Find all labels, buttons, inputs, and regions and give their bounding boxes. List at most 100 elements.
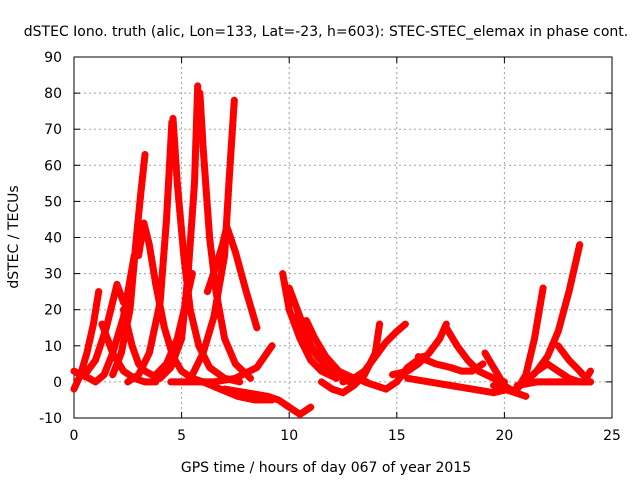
data-point bbox=[190, 322, 198, 330]
data-point bbox=[159, 316, 167, 324]
data-point bbox=[204, 333, 212, 341]
data-point bbox=[451, 382, 459, 390]
data-point bbox=[429, 379, 437, 387]
data-point bbox=[284, 302, 292, 310]
data-point bbox=[203, 337, 211, 345]
data-point bbox=[357, 369, 365, 377]
data-point bbox=[88, 328, 96, 336]
data-point bbox=[346, 384, 354, 392]
data-point bbox=[567, 280, 575, 288]
data-point bbox=[238, 388, 246, 396]
data-point bbox=[576, 367, 584, 375]
data-point bbox=[163, 332, 171, 340]
data-point bbox=[109, 296, 117, 304]
data-point bbox=[163, 367, 171, 375]
data-point bbox=[246, 374, 254, 382]
data-point bbox=[92, 356, 100, 364]
series-pass-11 bbox=[156, 82, 202, 382]
data-point bbox=[218, 318, 226, 326]
data-point bbox=[229, 240, 237, 248]
data-point bbox=[339, 378, 347, 386]
data-point bbox=[307, 342, 315, 350]
data-point bbox=[386, 383, 394, 391]
data-point bbox=[192, 363, 200, 371]
data-point bbox=[98, 320, 106, 328]
data-point bbox=[150, 328, 158, 336]
data-point bbox=[572, 256, 580, 264]
data-point bbox=[556, 319, 564, 327]
data-point bbox=[543, 360, 551, 368]
data-point bbox=[298, 338, 306, 346]
x-axis-ticks: 0 5 10 15 20 25 bbox=[70, 57, 621, 444]
data-point bbox=[130, 346, 138, 354]
y-tick-label: 10 bbox=[44, 339, 62, 355]
data-point bbox=[255, 360, 263, 368]
data-point bbox=[374, 349, 382, 357]
data-point bbox=[335, 367, 343, 375]
data-point bbox=[576, 241, 584, 249]
data-point bbox=[146, 245, 154, 253]
data-point bbox=[123, 322, 131, 330]
data-point bbox=[414, 353, 422, 361]
series-pass-04 bbox=[98, 320, 160, 386]
data-point bbox=[151, 324, 159, 332]
data-point bbox=[404, 367, 412, 375]
data-point bbox=[389, 380, 397, 388]
data-point bbox=[430, 342, 438, 350]
data-point bbox=[212, 383, 220, 391]
data-point bbox=[218, 241, 226, 249]
data-point bbox=[96, 344, 104, 352]
data-point bbox=[523, 380, 531, 388]
data-point bbox=[235, 372, 243, 380]
data-point bbox=[393, 327, 401, 335]
data-point bbox=[297, 324, 305, 332]
data-point bbox=[234, 256, 242, 264]
data-point bbox=[264, 392, 272, 400]
data-point bbox=[317, 345, 325, 353]
data-point bbox=[224, 227, 232, 235]
data-point bbox=[320, 349, 328, 357]
data-point bbox=[464, 356, 472, 364]
data-point bbox=[106, 341, 114, 349]
data-point bbox=[135, 252, 143, 260]
data-point bbox=[279, 274, 287, 282]
data-point bbox=[109, 349, 117, 357]
data-point bbox=[231, 374, 239, 382]
data-point bbox=[81, 371, 89, 379]
data-point bbox=[570, 264, 578, 272]
data-point bbox=[178, 367, 186, 375]
data-point bbox=[483, 353, 491, 361]
data-point bbox=[167, 363, 175, 371]
data-point bbox=[561, 372, 569, 380]
data-point bbox=[500, 385, 508, 393]
data-point bbox=[241, 284, 249, 292]
data-point bbox=[513, 382, 521, 390]
data-point bbox=[490, 382, 498, 390]
data-point bbox=[285, 403, 293, 411]
data-point bbox=[215, 254, 223, 262]
data-point bbox=[70, 367, 78, 375]
data-point bbox=[557, 345, 565, 353]
data-point bbox=[79, 362, 87, 370]
data-point bbox=[425, 349, 433, 357]
data-point bbox=[173, 347, 181, 355]
data-point bbox=[70, 385, 78, 393]
data-point bbox=[586, 367, 594, 375]
data-point bbox=[147, 341, 155, 349]
data-point bbox=[388, 371, 396, 379]
data-point bbox=[551, 336, 559, 344]
data-point bbox=[353, 372, 361, 380]
data-point bbox=[200, 345, 208, 353]
data-point bbox=[145, 349, 153, 357]
data-point bbox=[152, 371, 160, 379]
series-pass-14 bbox=[203, 223, 261, 332]
data-point bbox=[218, 322, 226, 330]
data-point bbox=[524, 363, 532, 371]
data-point bbox=[486, 372, 494, 380]
data-point bbox=[284, 298, 292, 306]
data-point bbox=[537, 297, 545, 305]
data-point bbox=[170, 355, 178, 363]
data-point bbox=[412, 376, 420, 384]
data-point bbox=[490, 389, 498, 397]
